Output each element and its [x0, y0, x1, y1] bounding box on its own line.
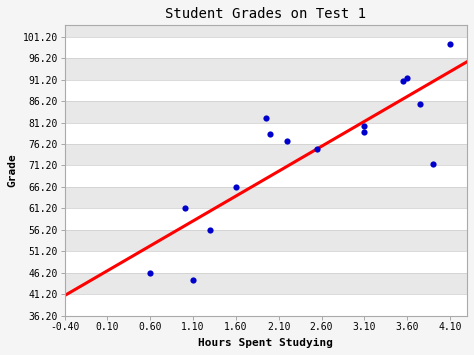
Point	[266, 131, 274, 137]
Point	[416, 101, 424, 107]
Point	[403, 76, 411, 81]
Bar	[64, 230, 467, 251]
Bar	[64, 273, 467, 294]
Bar	[64, 58, 467, 80]
Point	[429, 162, 437, 167]
Point	[361, 129, 368, 135]
Point	[361, 123, 368, 129]
Point	[399, 78, 407, 83]
Bar	[64, 208, 467, 230]
Bar	[64, 251, 467, 273]
Point	[207, 227, 214, 233]
Point	[262, 115, 270, 121]
Point	[146, 270, 154, 275]
Bar	[64, 294, 467, 316]
X-axis label: Hours Spent Studying: Hours Spent Studying	[199, 338, 333, 348]
Point	[283, 139, 291, 144]
Point	[181, 206, 188, 211]
Bar	[64, 144, 467, 165]
Point	[313, 146, 321, 152]
Title: Student Grades on Test 1: Student Grades on Test 1	[165, 7, 366, 21]
Bar	[64, 80, 467, 101]
Point	[446, 41, 454, 47]
Y-axis label: Grade: Grade	[7, 153, 17, 187]
Bar	[64, 122, 467, 144]
Bar	[64, 187, 467, 208]
Bar	[64, 101, 467, 122]
Point	[232, 184, 240, 190]
Point	[189, 277, 197, 283]
Bar	[64, 165, 467, 187]
Bar	[64, 37, 467, 58]
